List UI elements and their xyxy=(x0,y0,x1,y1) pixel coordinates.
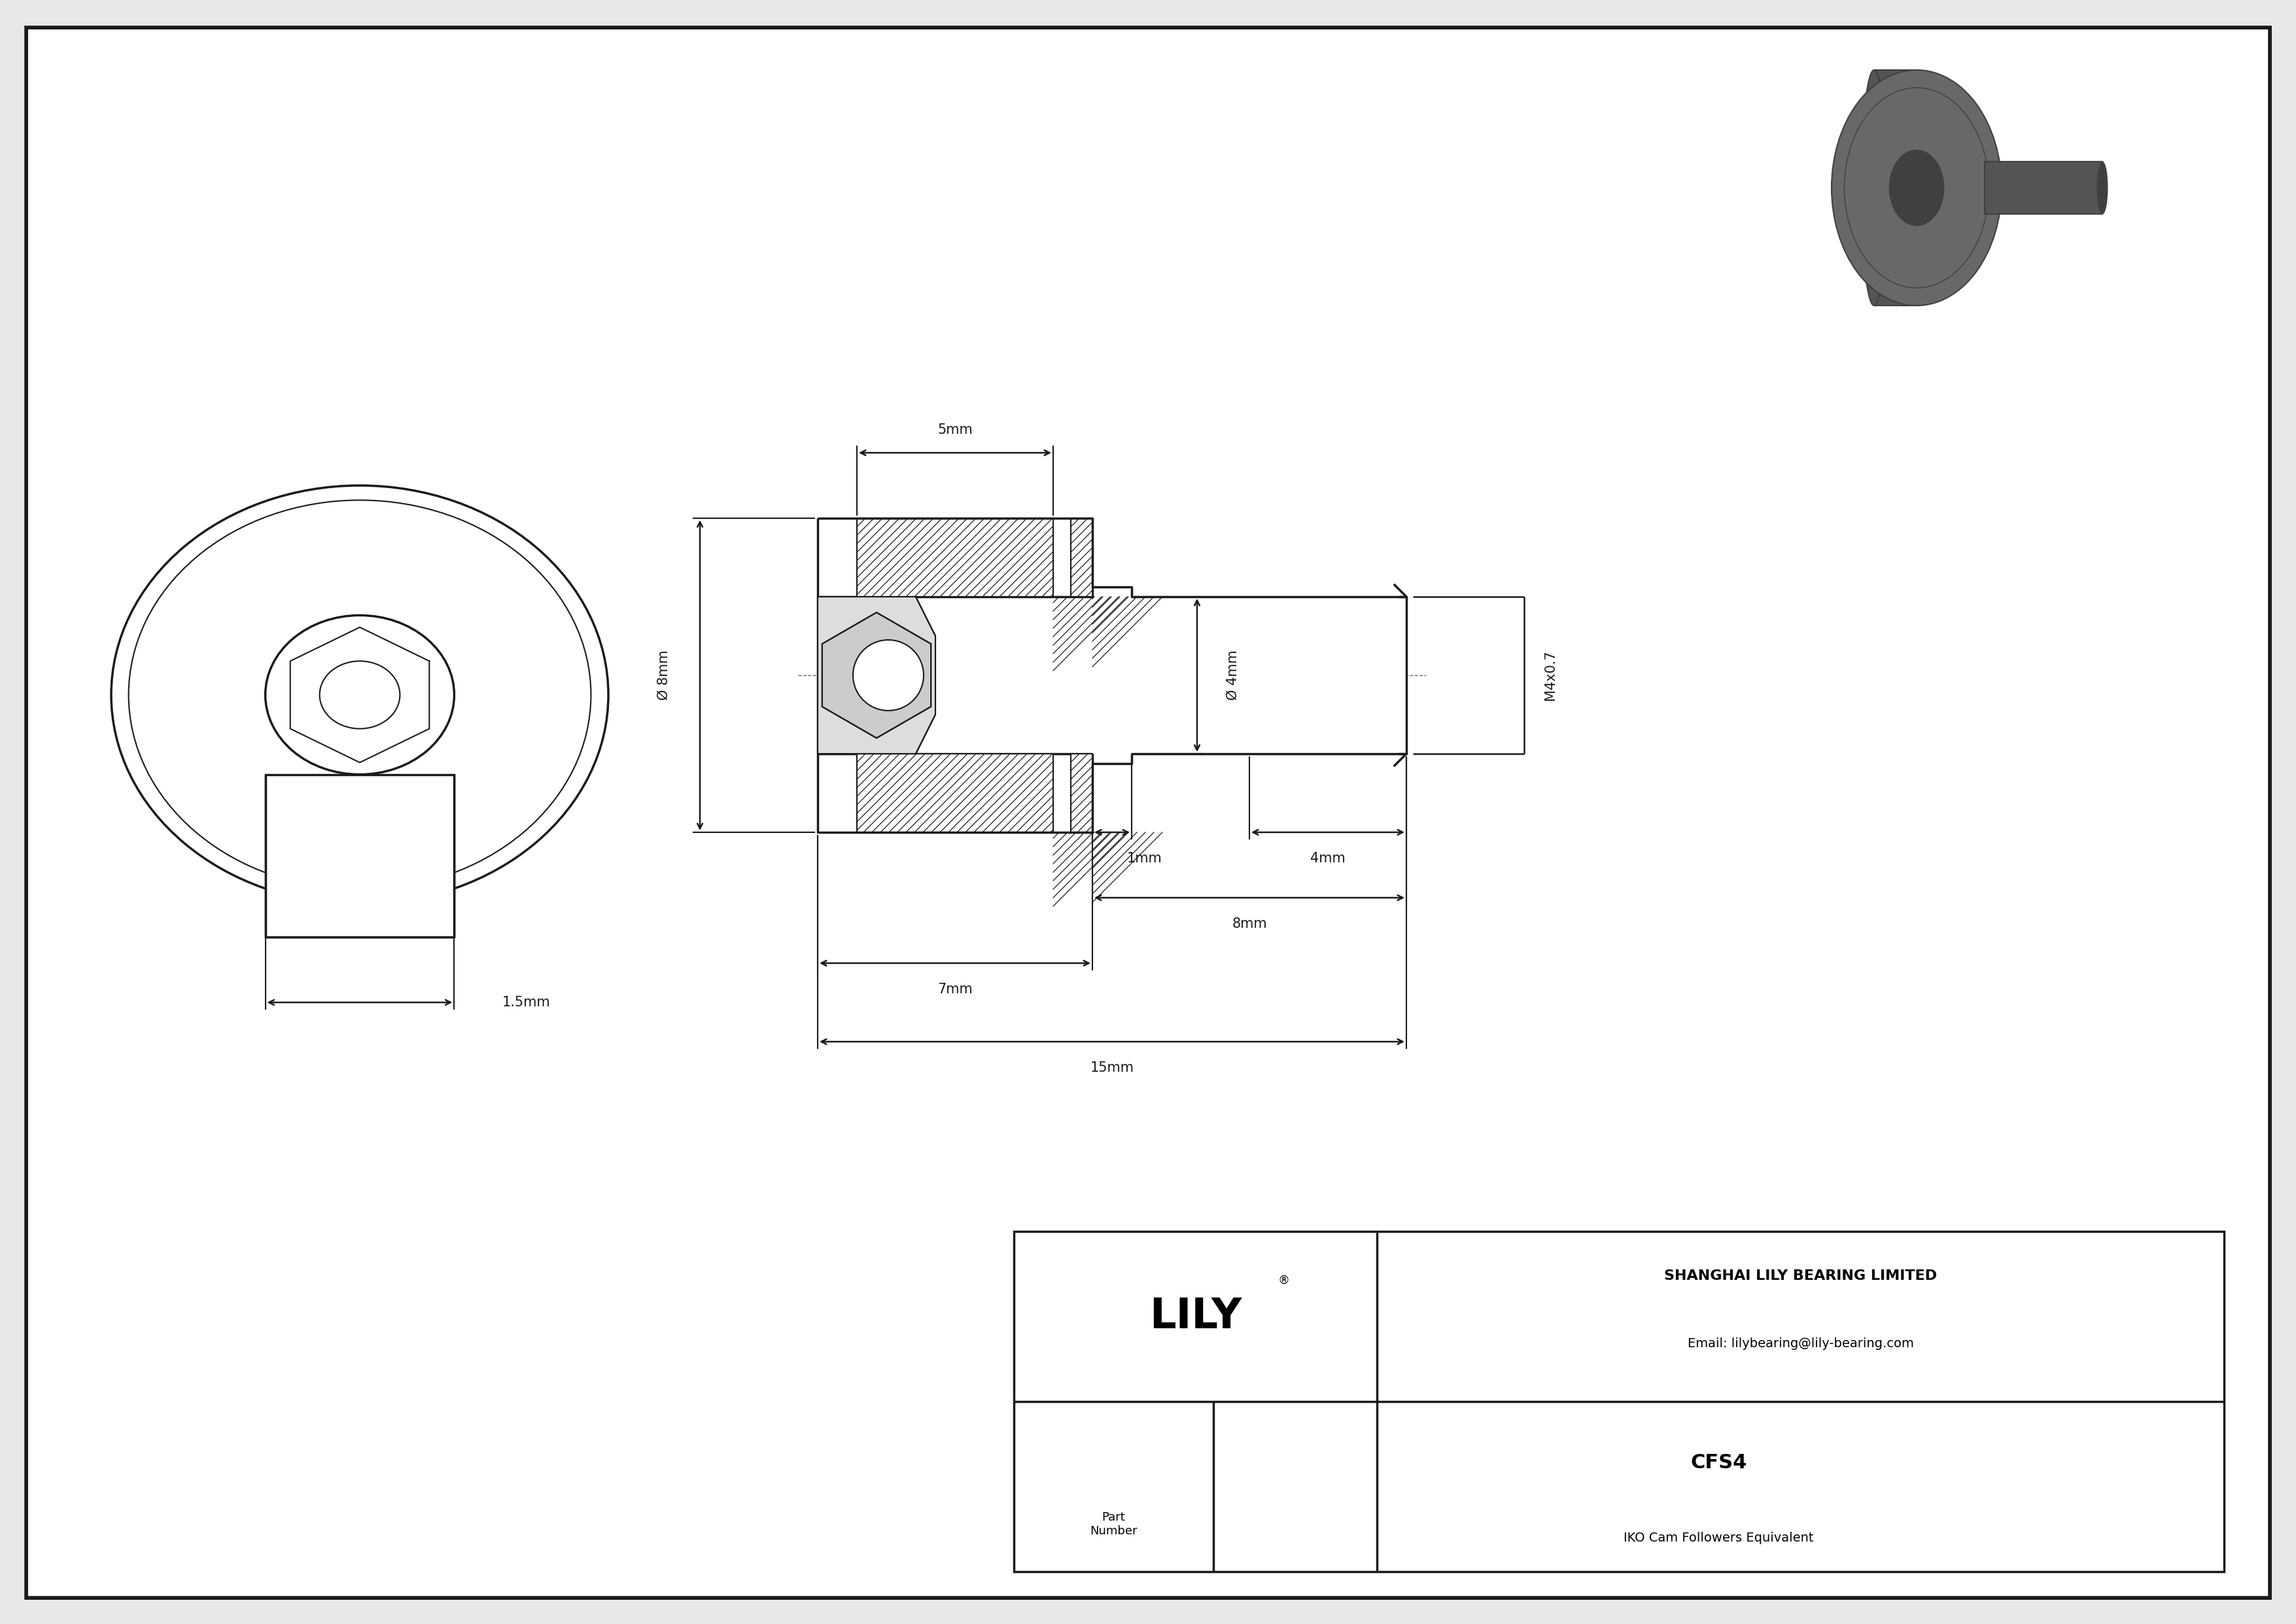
Text: Part
Number: Part Number xyxy=(1091,1512,1137,1536)
Bar xyxy=(856,754,1054,831)
Text: CFS4: CFS4 xyxy=(1690,1453,1747,1473)
Text: 8mm: 8mm xyxy=(1233,918,1267,931)
Ellipse shape xyxy=(266,615,455,775)
Bar xyxy=(856,518,1054,596)
Text: IKO Cam Followers Equivalent: IKO Cam Followers Equivalent xyxy=(1623,1531,1814,1544)
Text: LILY: LILY xyxy=(1150,1296,1242,1337)
Text: ®: ® xyxy=(1279,1275,1290,1286)
Text: 5mm: 5mm xyxy=(937,424,974,437)
Text: Email: lilybearing@lily-bearing.com: Email: lilybearing@lily-bearing.com xyxy=(1688,1338,1913,1350)
Ellipse shape xyxy=(1890,149,1945,226)
Text: M4x0.7: M4x0.7 xyxy=(1543,650,1557,700)
Ellipse shape xyxy=(1862,70,1887,305)
Text: Ø 4mm: Ø 4mm xyxy=(1226,650,1240,700)
Text: Ø 8mm: Ø 8mm xyxy=(657,650,670,700)
Circle shape xyxy=(854,640,923,711)
Polygon shape xyxy=(822,612,930,737)
Ellipse shape xyxy=(110,486,608,905)
Text: 1mm: 1mm xyxy=(1127,853,1162,866)
Ellipse shape xyxy=(2096,162,2108,214)
Ellipse shape xyxy=(1832,70,2002,305)
Bar xyxy=(1984,162,2103,214)
Text: 1.5mm: 1.5mm xyxy=(503,996,551,1009)
Text: 7mm: 7mm xyxy=(937,983,974,996)
Polygon shape xyxy=(817,596,934,754)
Text: 15mm: 15mm xyxy=(1091,1062,1134,1075)
Text: 4mm: 4mm xyxy=(1311,853,1345,866)
Bar xyxy=(1070,754,1093,831)
Bar xyxy=(1070,518,1093,596)
Polygon shape xyxy=(1899,159,1936,218)
Polygon shape xyxy=(817,518,1407,831)
Text: SHANGHAI LILY BEARING LIMITED: SHANGHAI LILY BEARING LIMITED xyxy=(1665,1268,1938,1283)
Bar xyxy=(1015,1231,2225,1572)
Bar xyxy=(266,775,455,937)
Bar xyxy=(1874,70,1917,305)
